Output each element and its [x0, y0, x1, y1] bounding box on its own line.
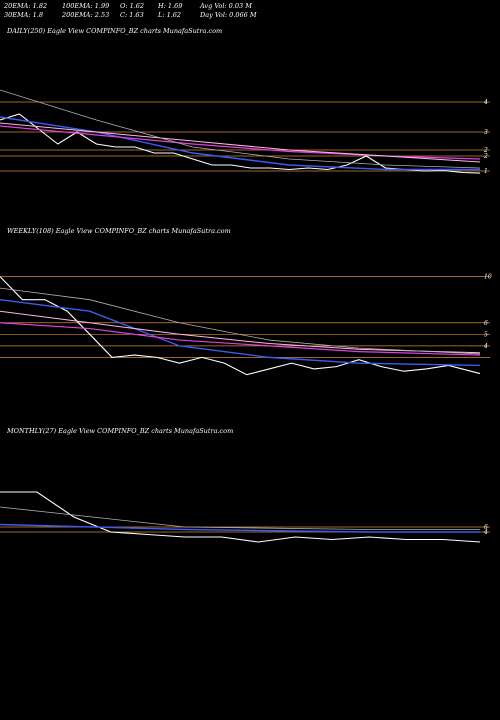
price-line: [0, 491, 481, 543]
y-tick-label: 10: [484, 274, 492, 281]
monthly-chart-title: MONTHLY(27) Eagle View COMPINFO_BZ chart…: [7, 427, 234, 435]
weekly-chart-svg: 10 6 5 4: [0, 274, 492, 376]
ema-blue-line: [0, 523, 480, 533]
y-tick-label: 6: [484, 524, 488, 531]
close-readout: C: 1.63: [120, 11, 144, 19]
y-tick-label: 4: [483, 343, 488, 350]
low-readout: L: 1.62: [158, 11, 182, 19]
header-stats: 20EMA: 1.82 100EMA: 1.99 O: 1.62 H: 1.69…: [0, 0, 500, 20]
ema-blue-line: [0, 116, 480, 171]
ema100-readout: 100EMA: 1.99: [62, 2, 110, 10]
open-readout: O: 1.62: [120, 2, 145, 10]
y-tick-label: 6: [484, 320, 488, 327]
y-tick-label: 2: [483, 147, 488, 154]
y-tick-label: 3: [484, 129, 488, 136]
daily-chart-panel: DAILY(250) Eagle View COMPINFO_BZ charts…: [0, 27, 500, 207]
y-tick-label: 4: [483, 529, 488, 536]
price-line: [0, 276, 481, 376]
weekly-chart-title: WEEKLY(108) Eagle View COMPINFO_BZ chart…: [7, 227, 231, 235]
ema-blue-line: [0, 298, 481, 367]
weekly-chart-panel: WEEKLY(108) Eagle View COMPINFO_BZ chart…: [0, 227, 500, 407]
ema-pink-line: [0, 310, 481, 354]
y-tick-label: 4: [483, 99, 488, 106]
high-readout: H: 1.69: [158, 2, 183, 10]
ema-grey-line: [0, 89, 481, 169]
avg-vol-readout: Avg Vol: 0.03 M: [200, 2, 252, 10]
monthly-chart-panel: MONTHLY(27) Eagle View COMPINFO_BZ chart…: [0, 427, 500, 607]
ema-pink-line: [0, 122, 481, 163]
price-line: [0, 113, 481, 174]
y-tick-label: 2: [483, 153, 488, 160]
ema200-readout: 200EMA: 2.53: [62, 11, 110, 19]
day-vol-readout: Day Vol: 0.066 M: [200, 11, 257, 19]
y-tick-label: 1: [484, 168, 488, 175]
ema20-readout: 20EMA: 1.82: [4, 2, 48, 10]
ema-grey-line: [0, 287, 481, 355]
y-tick-label: 5: [484, 331, 488, 338]
monthly-chart-svg: 64: [0, 491, 490, 543]
ema-magenta-line: [0, 125, 481, 160]
ema-magenta-line: [0, 322, 481, 356]
ema-grey-line: [0, 506, 480, 530]
daily-chart-title: DAILY(250) Eagle View COMPINFO_BZ charts…: [7, 27, 223, 35]
ema30-readout: 30EMA: 1.8: [4, 11, 43, 19]
